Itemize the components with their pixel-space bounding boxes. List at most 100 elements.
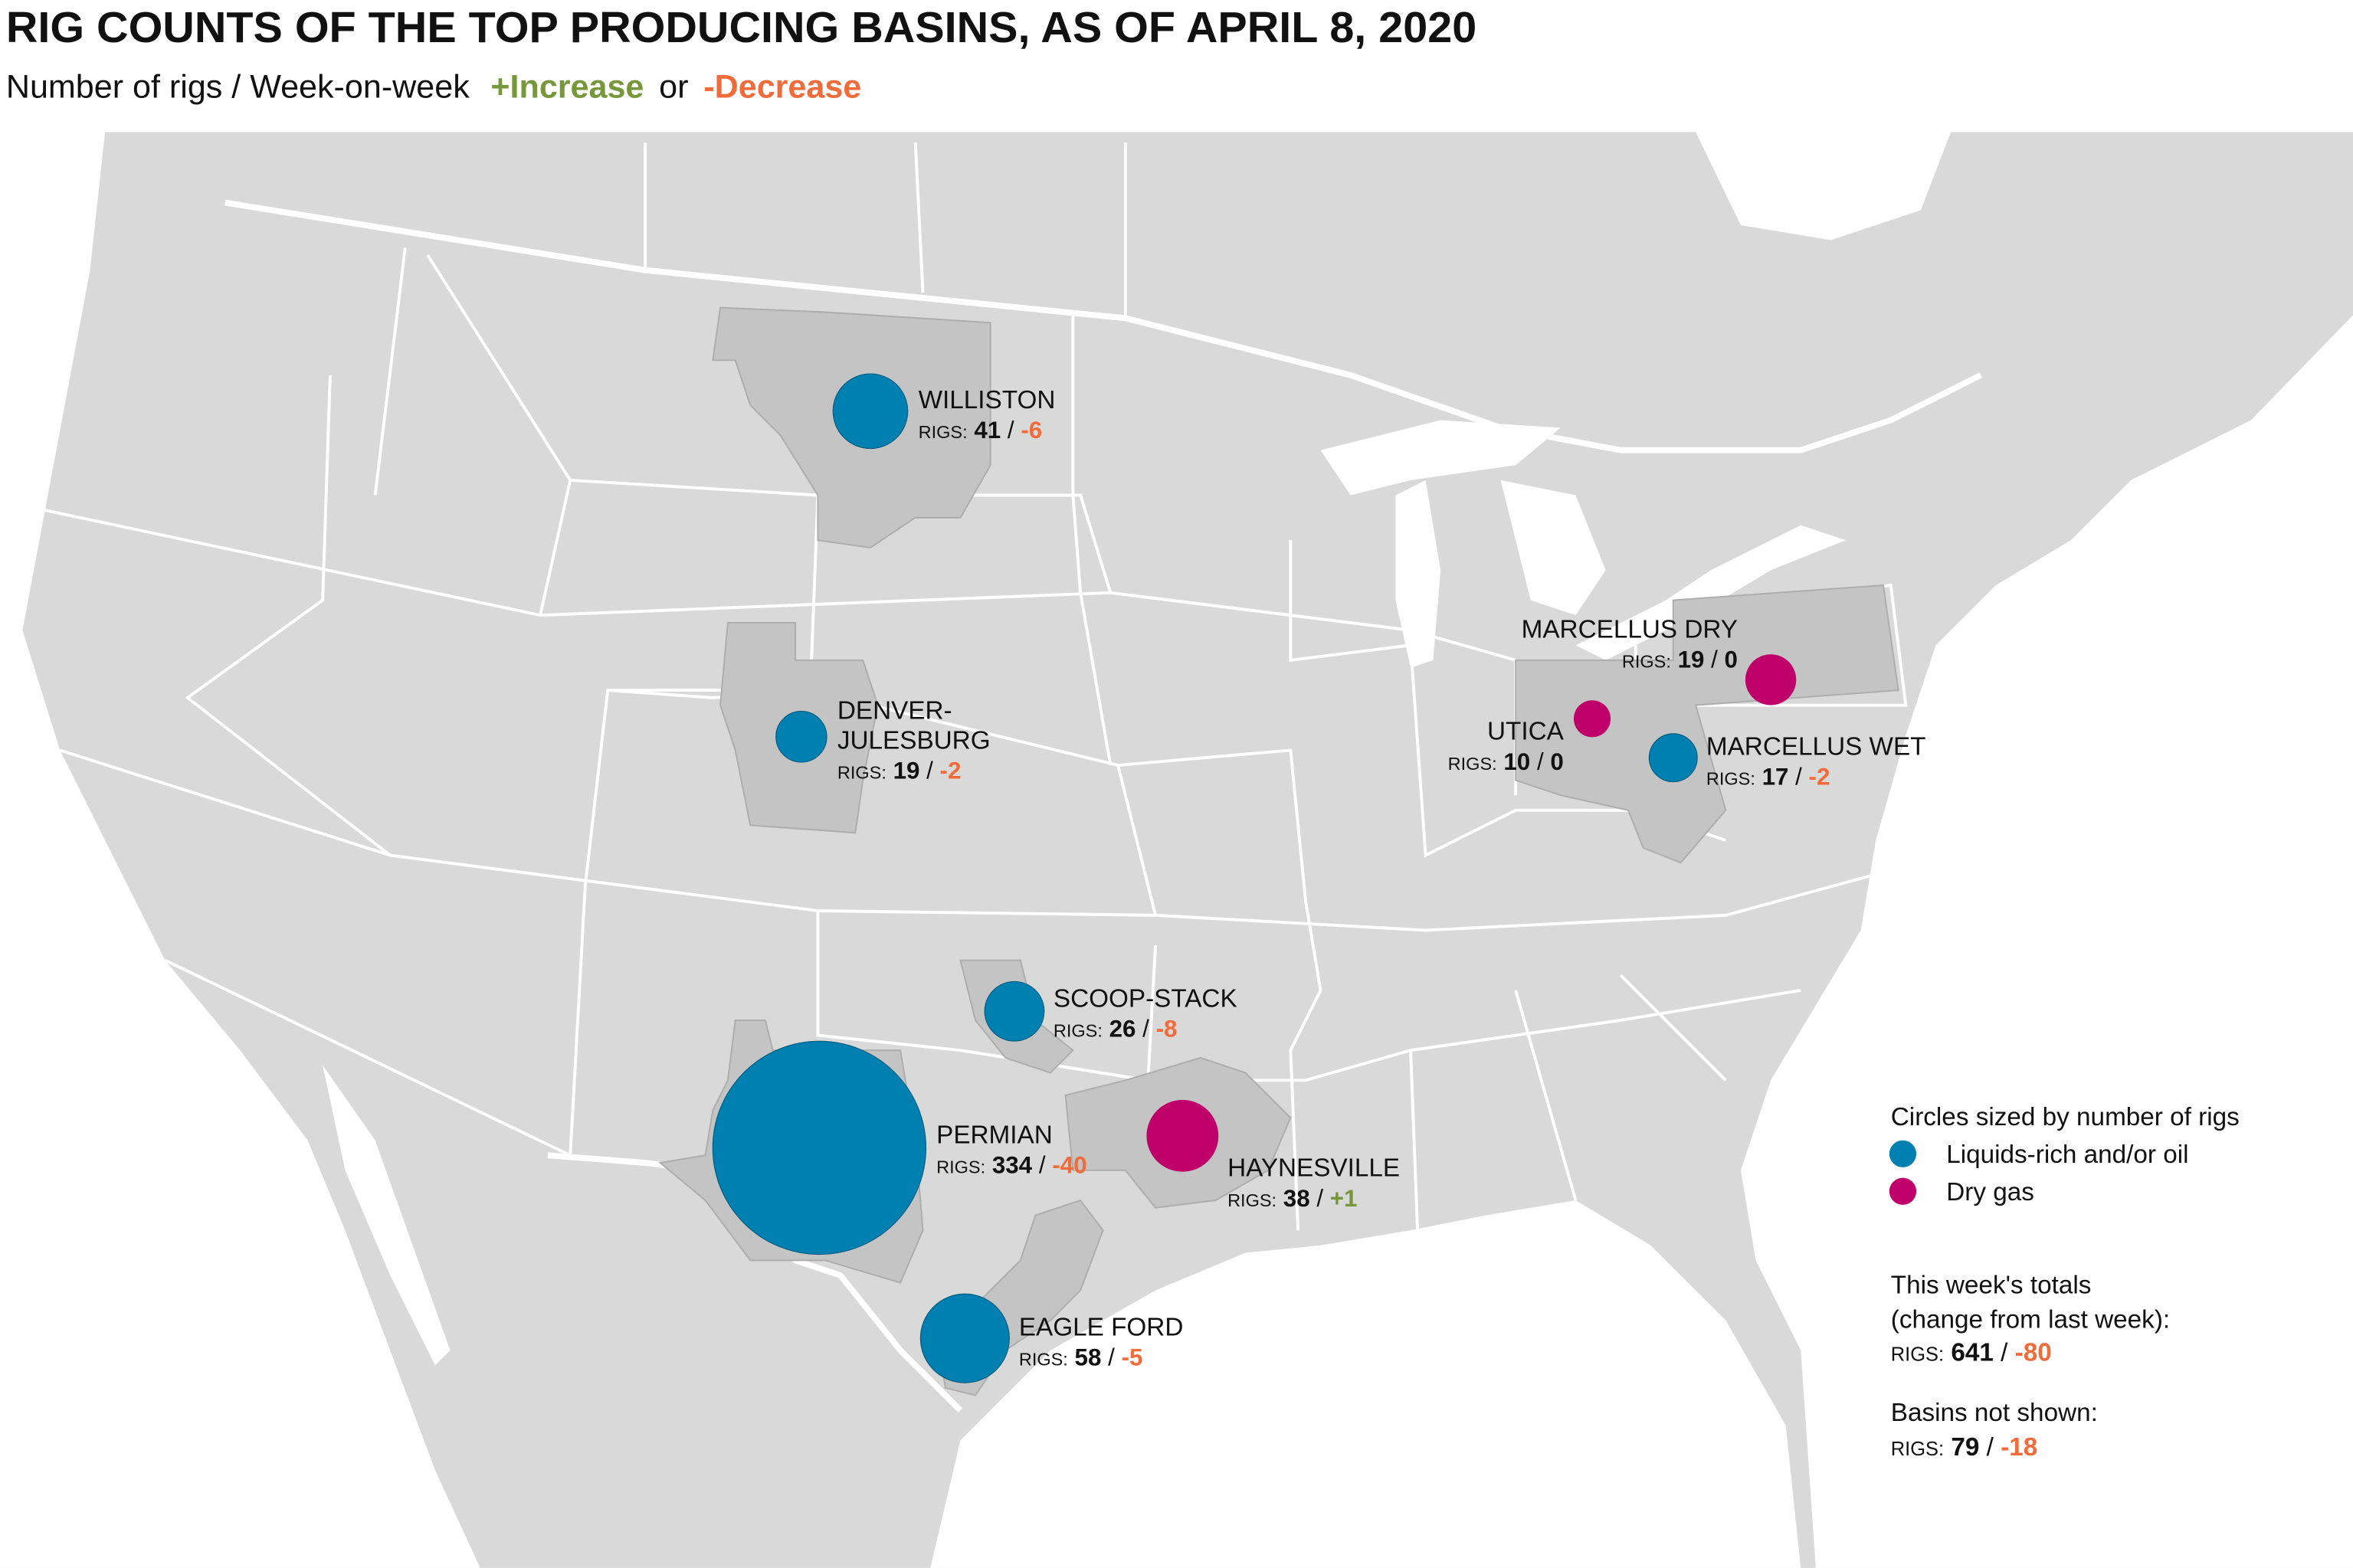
rig-change: -5 (1122, 1344, 1143, 1370)
rigs-label: RIGS: (1622, 652, 1671, 672)
lake-erie-ontario (1575, 525, 1847, 660)
separator: / (1530, 748, 1550, 775)
basin-rigs-marcellus-dry: RIGS: 19 / 0 (1622, 647, 1738, 673)
rigs-label: RIGS: (837, 763, 886, 783)
basin-circle-scoop-stack (984, 980, 1045, 1042)
legend-gas-swatch (1889, 1177, 1917, 1205)
rigs-label: RIGS: (1706, 768, 1755, 788)
rig-count: 334 (992, 1152, 1033, 1179)
basin-rigs-utica: RIGS: 10 / 0 (1448, 748, 1564, 775)
rig-change: -40 (1052, 1152, 1086, 1179)
not-shown-rigs: RIGS: 79 / -18 (1891, 1433, 2037, 1462)
basin-name-marcellus-wet: MARCELLUS WET (1706, 732, 1926, 761)
separator: / (1032, 1152, 1052, 1179)
separator: / (1001, 417, 1021, 444)
lake-superior (1320, 420, 1561, 496)
basemap (0, 132, 2353, 1568)
rig-count: 58 (1075, 1344, 1102, 1370)
rigs-label: RIGS: (1054, 1021, 1103, 1041)
basin-circle-eagle-ford (919, 1293, 1010, 1383)
page-title: RIG COUNTS OF THE TOP PRODUCING BASINS, … (6, 4, 1476, 52)
basin-rigs-williston: RIGS: 41 / -6 (919, 417, 1043, 444)
basin-rigs-marcellus-wet: RIGS: 17 / -2 (1706, 763, 1830, 790)
rig-change: -6 (1021, 417, 1042, 444)
lake-michigan (1395, 480, 1441, 668)
separator: / (1788, 763, 1808, 790)
rig-change: -2 (940, 758, 962, 784)
rigs-label: RIGS: (1891, 1439, 1944, 1460)
basin-name-permian: PERMIAN (936, 1121, 1053, 1150)
separator: / (1101, 1344, 1121, 1370)
basin-circle-marcellus-dry (1745, 654, 1797, 705)
separator: / (1310, 1185, 1330, 1212)
basin-name-marcellus-dry: MARCELLUS DRY (1522, 616, 1738, 644)
legend: Circles sized by number of rigs Liquids-… (1889, 1103, 2240, 1462)
not-shown-label: Basins not shown: (1891, 1399, 2098, 1427)
rig-count: 19 (893, 758, 920, 784)
basin-circle-permian (712, 1040, 927, 1255)
basin-rigs-haynesville: RIGS: 38 / +1 (1227, 1185, 1357, 1212)
rig-count: 38 (1283, 1185, 1310, 1212)
basin-circle-marcellus-wet (1648, 733, 1698, 783)
basin-name-denver-julesburg: DENVER- (837, 696, 952, 725)
legend-gas-label: Dry gas (1946, 1178, 2034, 1206)
rig-change: 0 (1550, 748, 1563, 775)
rig-count: 26 (1109, 1016, 1136, 1043)
rig-count: 17 (1762, 763, 1789, 790)
rig-change: -2 (1809, 763, 1830, 790)
rigs-label: RIGS: (919, 422, 968, 442)
basin-name-utica: UTICA (1487, 718, 1565, 746)
rig-count: 19 (1678, 647, 1705, 673)
separator: / (919, 758, 939, 784)
hudson-bay (1696, 132, 1952, 241)
rigs-label: RIGS: (1891, 1344, 1944, 1366)
gulf-of-california (323, 1065, 451, 1366)
basin-rigs-scoop-stack: RIGS: 26 / -8 (1054, 1016, 1178, 1043)
basin-name-haynesville: HAYNESVILLE (1227, 1154, 1400, 1183)
basin-circle-denver-julesburg (775, 711, 827, 763)
basin-markers: WILLISTON RIGS: 41 / -6 DENVER-JULESBURG RI… (712, 373, 1926, 1383)
basin-rigs-permian: RIGS: 334 / -40 (936, 1152, 1086, 1179)
basin-circle-williston (832, 373, 909, 450)
basin-name-williston: WILLISTON (919, 386, 1056, 414)
rigs-label: RIGS: (1227, 1190, 1276, 1210)
gulf-of-mexico (930, 1200, 1801, 1568)
subtitle: Number of rigs / Week-on-week +Increase … (6, 68, 861, 105)
totals-line2: (change from last week): (1891, 1305, 2170, 1334)
legend-title: Circles sized by number of rigs (1891, 1103, 2240, 1131)
rigs-label: RIGS: (936, 1157, 985, 1177)
rigs-label: RIGS: (1448, 754, 1497, 774)
atlantic-ocean (1740, 315, 2353, 1568)
or-text: or (659, 68, 688, 105)
pacific-ocean (0, 132, 480, 1568)
rig-count: 10 (1503, 748, 1530, 775)
increase-key: +Increase (490, 68, 644, 105)
legend-oil-swatch (1889, 1140, 1917, 1167)
rigs-label: RIGS: (1019, 1349, 1068, 1369)
basin-name-scoop-stack: SCOOP-STACK (1054, 984, 1237, 1013)
lake-huron (1500, 480, 1606, 616)
totals-count: 641 (1951, 1339, 1994, 1367)
basin-rigs-eagle-ford: RIGS: 58 / -5 (1019, 1344, 1143, 1370)
not-shown-change: -18 (2001, 1433, 2037, 1462)
rig-count: 41 (974, 417, 1001, 444)
basin-rigs-denver-julesburg: RIGS: 19 / -2 (837, 758, 962, 784)
basin-area-appalachian (1515, 584, 1899, 864)
totals-rigs: RIGS: 641 / -80 (1891, 1339, 2052, 1367)
basin-circle-haynesville (1146, 1099, 1219, 1172)
rig-change: +1 (1330, 1185, 1358, 1212)
subtitle-prefix: Number of rigs / Week-on-week (6, 68, 470, 105)
rig-change: 0 (1725, 647, 1738, 673)
basin-name-line2-denver-julesburg: JULESBURG (837, 726, 991, 755)
separator: / (1136, 1016, 1155, 1043)
legend-oil-label: Liquids-rich and/or oil (1946, 1141, 2188, 1169)
basin-name-eagle-ford: EAGLE FORD (1019, 1313, 1184, 1341)
basin-circle-utica (1573, 700, 1611, 738)
state-borders (44, 142, 1983, 1413)
separator: / (1704, 647, 1724, 673)
totals-line1: This week's totals (1891, 1271, 2092, 1299)
decrease-key: -Decrease (703, 68, 861, 105)
totals-change: -80 (2015, 1339, 2052, 1367)
rig-change: -8 (1156, 1016, 1178, 1043)
